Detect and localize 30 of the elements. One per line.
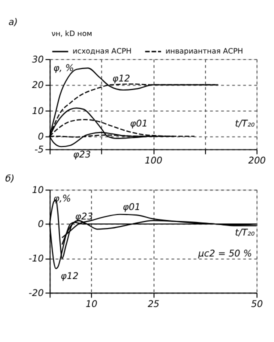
annotation: φ01: [122, 202, 141, 213]
y-tick-label: 10: [32, 184, 44, 196]
y-axis-title: φ,%: [53, 194, 72, 205]
annotation: φ23: [75, 211, 94, 222]
x-axis-title: t/T₂₀: [235, 228, 255, 239]
x-tick-label: 50: [251, 298, 263, 310]
annotation: φ01: [130, 118, 148, 130]
x-tick-label: 10: [86, 298, 98, 310]
x-tick-label: 200: [248, 155, 266, 166]
annotation: μс2 = 50 %: [197, 248, 252, 260]
legend-title: νн, kD ном: [51, 29, 92, 38]
y-axis-title: φ, %: [53, 63, 74, 74]
annotation: φ23: [73, 149, 92, 160]
legend-label: инвариантная АСРН: [166, 46, 244, 56]
y-tick-label: 30: [32, 54, 44, 66]
x-tick-label: 100: [144, 155, 162, 166]
y-tick-label: 0: [38, 132, 44, 143]
chart-title: а): [8, 17, 18, 28]
annotation: φ12: [112, 74, 130, 85]
y-tick-label: 20: [32, 80, 44, 92]
legend-label: исходная АСРН: [72, 46, 132, 56]
x-tick-label: 25: [148, 298, 160, 310]
x-axis-title: t/T₂₀: [235, 118, 255, 130]
chart-title: б): [5, 173, 14, 184]
y-tick-label: 0: [38, 219, 44, 230]
annotation: φ12: [60, 270, 79, 282]
y-tick-label: -20: [28, 288, 44, 299]
y-tick-label: -5: [34, 144, 44, 156]
y-tick-label: 10: [32, 106, 44, 117]
y-tick-label: -10: [28, 254, 44, 265]
